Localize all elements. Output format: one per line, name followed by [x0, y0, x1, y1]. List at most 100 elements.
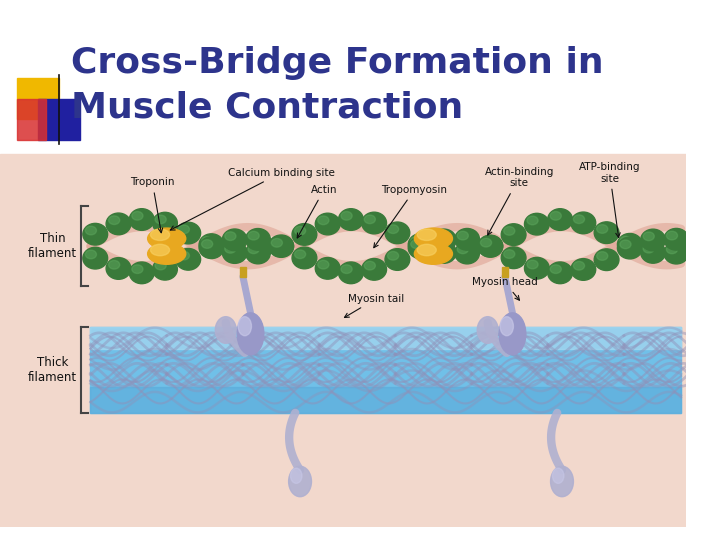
Ellipse shape	[338, 208, 364, 231]
Ellipse shape	[361, 259, 387, 280]
Ellipse shape	[225, 245, 236, 253]
Ellipse shape	[527, 216, 538, 225]
Ellipse shape	[179, 225, 189, 234]
Ellipse shape	[222, 229, 247, 251]
Ellipse shape	[478, 235, 503, 257]
Ellipse shape	[641, 241, 665, 263]
Ellipse shape	[83, 224, 107, 245]
Ellipse shape	[364, 261, 375, 270]
Bar	[17, 78, 59, 119]
Ellipse shape	[132, 265, 143, 273]
Text: Myosin head: Myosin head	[472, 278, 538, 300]
Ellipse shape	[109, 216, 120, 225]
Ellipse shape	[341, 265, 352, 273]
Bar	[91, 387, 681, 413]
Ellipse shape	[414, 228, 452, 249]
Ellipse shape	[643, 244, 654, 253]
Ellipse shape	[341, 212, 352, 220]
Text: Thin
filament: Thin filament	[28, 232, 77, 260]
Ellipse shape	[408, 237, 433, 259]
Ellipse shape	[83, 247, 107, 269]
Ellipse shape	[417, 229, 436, 240]
Ellipse shape	[338, 262, 364, 284]
Ellipse shape	[594, 249, 619, 271]
Ellipse shape	[501, 224, 526, 246]
Ellipse shape	[199, 234, 224, 255]
Ellipse shape	[527, 260, 538, 269]
Ellipse shape	[410, 237, 422, 245]
Ellipse shape	[480, 238, 492, 247]
Ellipse shape	[246, 228, 270, 250]
Ellipse shape	[202, 240, 212, 248]
Ellipse shape	[179, 251, 189, 260]
Ellipse shape	[155, 261, 166, 270]
Ellipse shape	[524, 258, 549, 279]
Ellipse shape	[548, 262, 572, 284]
Ellipse shape	[176, 248, 201, 270]
Ellipse shape	[148, 228, 186, 249]
Ellipse shape	[620, 237, 631, 245]
Ellipse shape	[499, 313, 526, 355]
Ellipse shape	[291, 468, 302, 483]
Text: Muscle Contraction: Muscle Contraction	[71, 91, 464, 125]
Ellipse shape	[130, 208, 154, 231]
Bar	[17, 98, 46, 140]
Text: Cross-Bridge Formation in: Cross-Bridge Formation in	[71, 46, 604, 80]
Ellipse shape	[148, 244, 186, 264]
Ellipse shape	[271, 238, 282, 246]
Ellipse shape	[294, 226, 306, 235]
Bar	[240, 267, 246, 276]
Ellipse shape	[225, 232, 236, 240]
Ellipse shape	[86, 250, 96, 259]
Ellipse shape	[550, 212, 562, 220]
Ellipse shape	[478, 235, 503, 257]
Ellipse shape	[155, 215, 166, 224]
Ellipse shape	[385, 248, 410, 271]
Ellipse shape	[150, 244, 169, 256]
Ellipse shape	[132, 212, 143, 220]
Ellipse shape	[417, 244, 436, 256]
Ellipse shape	[573, 261, 585, 270]
Ellipse shape	[551, 466, 573, 497]
Ellipse shape	[431, 241, 456, 264]
Bar	[91, 327, 681, 349]
Ellipse shape	[202, 237, 212, 245]
Ellipse shape	[431, 229, 456, 251]
Text: Calcium binding site: Calcium binding site	[170, 168, 334, 230]
Ellipse shape	[597, 225, 608, 233]
Ellipse shape	[237, 313, 264, 355]
Ellipse shape	[238, 316, 251, 336]
Ellipse shape	[248, 231, 259, 240]
Text: Actin-binding
site: Actin-binding site	[485, 167, 554, 235]
Ellipse shape	[315, 213, 340, 235]
Ellipse shape	[199, 237, 224, 259]
Text: Troponin: Troponin	[130, 177, 175, 233]
Ellipse shape	[548, 208, 572, 231]
Ellipse shape	[292, 247, 317, 269]
Ellipse shape	[385, 222, 410, 244]
Ellipse shape	[106, 258, 131, 279]
Ellipse shape	[620, 240, 631, 249]
Ellipse shape	[269, 235, 294, 258]
Ellipse shape	[457, 245, 469, 254]
Bar	[0, 13, 686, 154]
Ellipse shape	[455, 228, 480, 250]
Ellipse shape	[524, 213, 549, 235]
Ellipse shape	[643, 232, 654, 241]
Ellipse shape	[176, 222, 201, 244]
Ellipse shape	[271, 239, 282, 247]
Ellipse shape	[387, 225, 399, 233]
Ellipse shape	[571, 259, 595, 280]
Ellipse shape	[594, 222, 619, 244]
Ellipse shape	[641, 229, 665, 251]
Text: Actin: Actin	[297, 185, 337, 238]
Ellipse shape	[361, 212, 387, 234]
Ellipse shape	[289, 466, 312, 497]
Ellipse shape	[504, 249, 515, 258]
Ellipse shape	[618, 233, 642, 255]
Ellipse shape	[597, 252, 608, 260]
Ellipse shape	[318, 216, 329, 225]
Ellipse shape	[434, 245, 445, 253]
Ellipse shape	[130, 262, 154, 284]
Ellipse shape	[109, 260, 120, 269]
